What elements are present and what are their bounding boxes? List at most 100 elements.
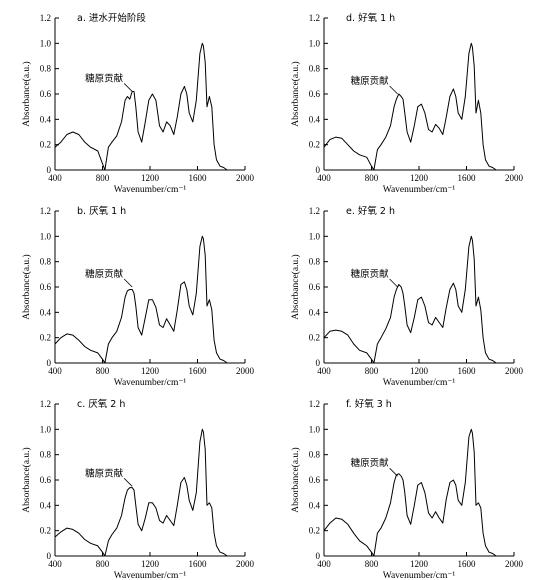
x-tick-label: 1600 <box>189 559 208 569</box>
y-tick-label: 0.8 <box>40 257 52 267</box>
spectrum-line <box>323 42 514 171</box>
y-tick-label: 0 <box>47 551 52 561</box>
y-tick-label: 1.0 <box>40 231 52 241</box>
spectrum-plot: 0 0.2 0.4 0.6 0.8 1.0 1.2 400 800 1200 1600 2000 Wav… <box>21 205 255 388</box>
panel-title: e. 好氧 2 h <box>346 205 395 217</box>
y-tick-label: 0.8 <box>309 450 321 460</box>
y-tick-label: 1.0 <box>40 424 52 434</box>
y-axis-label: Absorbance(a.u.) <box>21 447 32 512</box>
x-tick-label: 400 <box>48 173 62 183</box>
y-axis-label: Absorbance(a.u.) <box>290 254 301 319</box>
y-tick-label: 0.6 <box>40 89 52 99</box>
spectrum-panel: 0 0.2 0.4 0.6 0.8 1.0 1.2 400 800 1200 1600 2000 Wav… <box>0 0 269 195</box>
y-tick-label: 0.6 <box>309 282 321 292</box>
panel-title: f. 好氧 3 h <box>346 398 392 410</box>
spectrum-line <box>54 428 245 557</box>
annotation-text: 糖原贡献 <box>351 268 390 280</box>
x-tick-label: 400 <box>317 173 331 183</box>
y-tick-label: 0.2 <box>309 333 320 343</box>
x-tick-label: 1600 <box>189 173 208 183</box>
x-axis-label: Wavenumber/cm⁻¹ <box>114 571 187 580</box>
x-axis-label: Wavenumber/cm⁻¹ <box>383 378 456 388</box>
x-tick-label: 800 <box>96 559 110 569</box>
spectrum-line <box>54 42 245 171</box>
panel-title: d. 好氧 1 h <box>346 12 395 24</box>
y-tick-label: 1.2 <box>40 206 51 216</box>
x-tick-label: 800 <box>96 366 110 376</box>
spectrum-line <box>54 235 245 364</box>
y-tick-label: 0.8 <box>40 450 52 460</box>
spectrum-plot: 0 0.2 0.4 0.6 0.8 1.0 1.2 400 800 1200 1600 2000 Wav… <box>21 398 255 580</box>
spectrum-panel: 0 0.2 0.4 0.6 0.8 1.0 1.2 400 800 1200 1600 2000 Wav… <box>269 386 538 580</box>
y-tick-label: 0.4 <box>40 307 52 317</box>
panel-title: c. 厌氧 2 h <box>77 398 125 410</box>
x-tick-label: 400 <box>317 366 331 376</box>
spectrum-plot: 0 0.2 0.4 0.6 0.8 1.0 1.2 400 800 1200 1600 2000 Wav… <box>290 398 524 580</box>
x-tick-label: 800 <box>365 366 379 376</box>
x-tick-label: 1600 <box>458 173 477 183</box>
y-tick-label: 1.0 <box>309 424 321 434</box>
annotation-leader <box>389 85 398 95</box>
spectrum-panel: 0 0.2 0.4 0.6 0.8 1.0 1.2 400 800 1200 1600 2000 Wav… <box>0 386 269 580</box>
x-tick-label: 800 <box>365 559 379 569</box>
y-tick-label: 0.4 <box>40 500 52 510</box>
y-tick-label: 1.2 <box>309 13 320 23</box>
y-tick-label: 0.8 <box>309 257 321 267</box>
annotation-leader <box>123 83 133 92</box>
x-tick-label: 1600 <box>189 366 208 376</box>
panel-title: a. 进水开始阶段 <box>77 12 146 24</box>
annotation-text: 糖原贡献 <box>85 72 124 84</box>
x-tick-label: 2000 <box>505 366 524 376</box>
spectrum-plot: 0 0.2 0.4 0.6 0.8 1.0 1.2 400 800 1200 1600 2000 Wav… <box>21 12 255 195</box>
x-tick-label: 1200 <box>410 366 429 376</box>
y-tick-label: 0.6 <box>40 475 52 485</box>
y-tick-label: 0 <box>316 165 321 175</box>
x-tick-label: 800 <box>365 173 379 183</box>
x-tick-label: 1200 <box>410 173 429 183</box>
annotation-text: 糖原贡献 <box>351 75 390 87</box>
x-axis-label: Wavenumber/cm⁻¹ <box>114 378 187 388</box>
y-tick-label: 0.2 <box>309 140 320 150</box>
y-tick-label: 1.2 <box>309 399 320 409</box>
y-tick-label: 0 <box>316 358 321 368</box>
y-tick-label: 0 <box>47 358 52 368</box>
y-tick-label: 0.4 <box>309 307 321 317</box>
spectrum-plot: 0 0.2 0.4 0.6 0.8 1.0 1.2 400 800 1200 1600 2000 Wav… <box>290 205 524 388</box>
x-tick-label: 2000 <box>236 559 255 569</box>
y-tick-label: 0.8 <box>40 64 52 74</box>
y-tick-label: 0.4 <box>309 114 321 124</box>
y-tick-label: 1.2 <box>40 399 51 409</box>
annotation-leader <box>123 278 133 288</box>
annotation-leader <box>389 467 398 477</box>
y-axis-label: Absorbance(a.u.) <box>21 254 32 319</box>
y-axis-label: Absorbance(a.u.) <box>21 61 32 126</box>
y-tick-label: 0.6 <box>40 282 52 292</box>
x-tick-label: 400 <box>48 559 62 569</box>
x-tick-label: 1600 <box>458 366 477 376</box>
spectrum-plot: 0 0.2 0.4 0.6 0.8 1.0 1.2 400 800 1200 1600 2000 Wav… <box>290 12 524 195</box>
spectrum-panel: 0 0.2 0.4 0.6 0.8 1.0 1.2 400 800 1200 1600 2000 Wav… <box>269 0 538 195</box>
x-tick-label: 1600 <box>458 559 477 569</box>
y-axis-label: Absorbance(a.u.) <box>290 447 301 512</box>
y-tick-label: 0.2 <box>40 140 51 150</box>
annotation-leader <box>389 278 398 288</box>
y-tick-label: 0.8 <box>309 64 321 74</box>
y-tick-label: 1.0 <box>40 38 52 48</box>
x-tick-label: 2000 <box>505 173 524 183</box>
x-tick-label: 1200 <box>141 559 160 569</box>
panel-title: b. 厌氧 1 h <box>77 205 126 217</box>
spectrum-line <box>323 428 514 557</box>
spectrum-line <box>323 235 514 364</box>
x-tick-label: 400 <box>317 559 331 569</box>
y-tick-label: 1.0 <box>309 231 321 241</box>
y-tick-label: 0.2 <box>40 526 51 536</box>
x-tick-label: 2000 <box>236 366 255 376</box>
y-axis-label: Absorbance(a.u.) <box>290 61 301 126</box>
x-tick-label: 800 <box>96 173 110 183</box>
y-tick-label: 0.4 <box>40 114 52 124</box>
y-tick-label: 0.2 <box>40 333 51 343</box>
y-tick-label: 1.0 <box>309 38 321 48</box>
x-tick-label: 2000 <box>236 173 255 183</box>
y-tick-label: 0.4 <box>309 500 321 510</box>
